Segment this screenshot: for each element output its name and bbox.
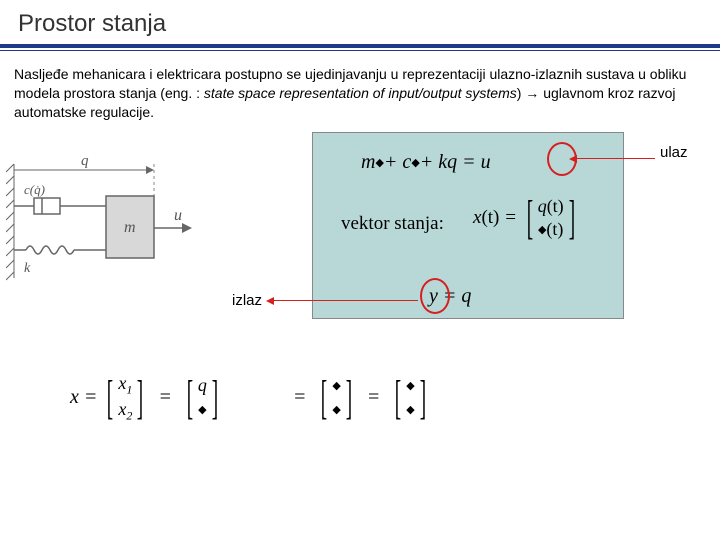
spring-label: k: [24, 261, 31, 276]
q-label: q: [81, 153, 89, 169]
mass-label: m: [124, 219, 136, 236]
mechanical-diagram: q c(q̇) k m u: [6, 150, 206, 285]
equation-motion: m◆+ c◆+ kq = u: [361, 151, 491, 174]
bottom-equation: x = [x1x2] = [q◆] = [◆◆] = [◆◆]: [70, 372, 431, 424]
body-text-italic: state space representation of input/outp…: [204, 85, 517, 101]
vektor-label: vektor stanja:: [341, 213, 444, 235]
ulaz-label: ulaz: [660, 144, 688, 161]
body-paragraph: Nasljeđe mehanicara i elektricara postup…: [0, 65, 720, 132]
slide-title: Prostor stanja: [0, 0, 720, 44]
izlaz-circle: [420, 278, 450, 314]
force-label: u: [174, 207, 182, 224]
title-underline: [0, 44, 720, 48]
content-area: q c(q̇) k m u m◆+ c◆+ kq = u vektor stan…: [0, 132, 720, 512]
equation-box: m◆+ c◆+ kq = u vektor stanja: x(t) = [q(…: [312, 132, 624, 319]
state-vector-eq: x(t) = [q(t)◆(t)]: [473, 195, 580, 242]
damper-label: c(q̇): [24, 182, 45, 197]
izlaz-label: izlaz: [232, 292, 262, 309]
title-underline-thin: [0, 50, 720, 51]
izlaz-arrow: [272, 300, 418, 302]
ulaz-arrow: [575, 158, 655, 160]
